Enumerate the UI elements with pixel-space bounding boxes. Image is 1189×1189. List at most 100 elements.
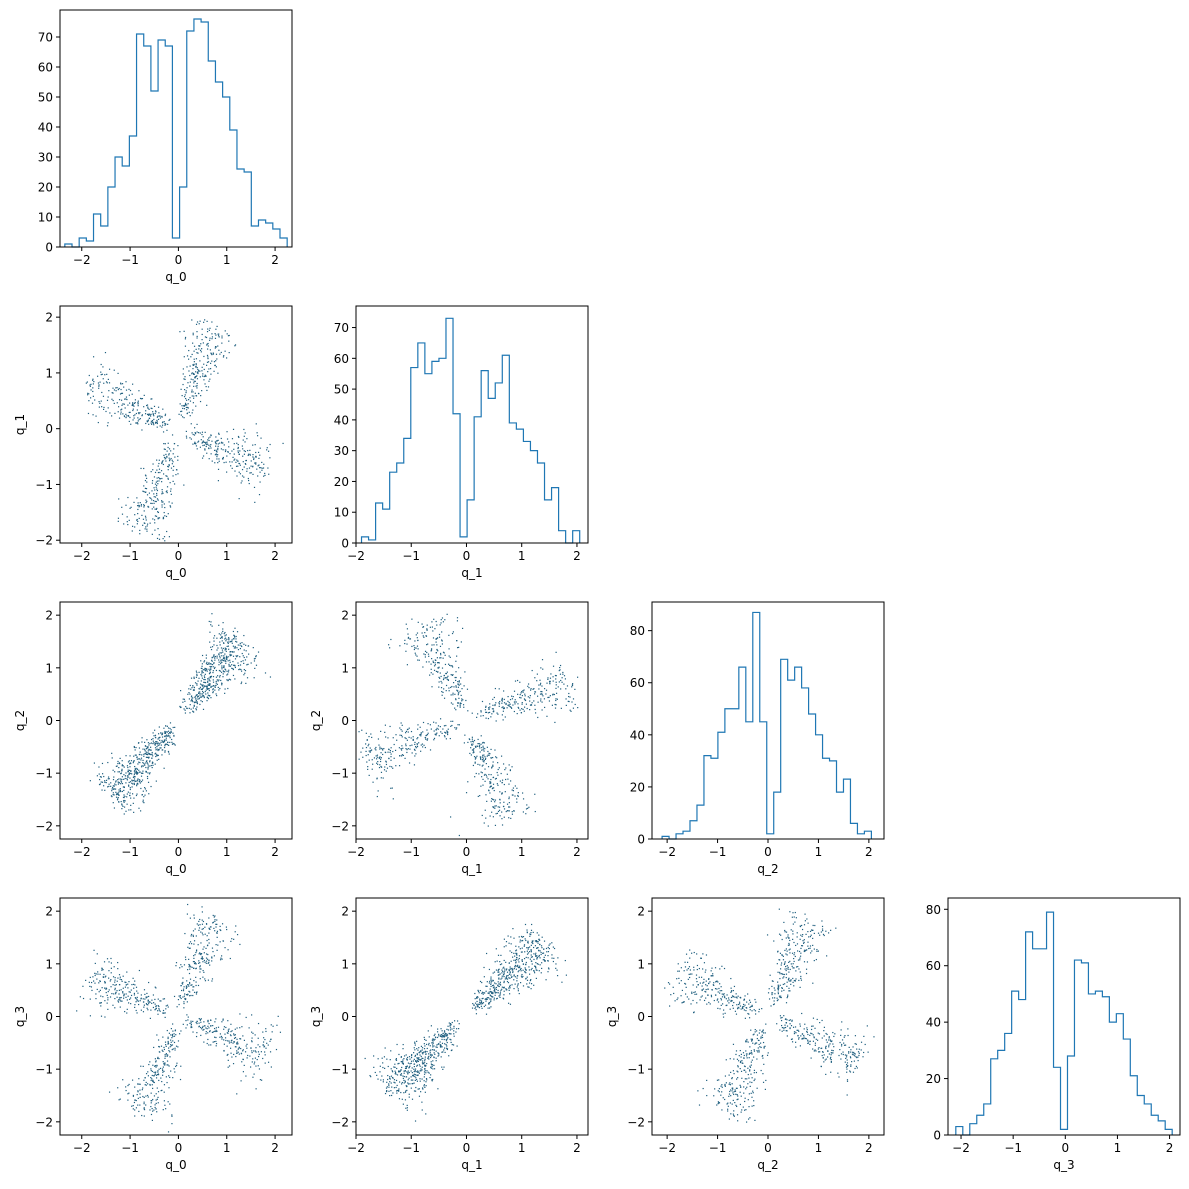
scatter-point (507, 1002, 510, 1004)
scatter-point (182, 981, 184, 984)
scatter-point (389, 751, 391, 753)
scatter-point (199, 432, 201, 434)
scatter-point (417, 621, 419, 623)
scatter-point (187, 403, 189, 405)
scatter-point (455, 685, 457, 687)
scatter-point (446, 678, 448, 680)
scatter-point (251, 1050, 253, 1052)
scatter-point (157, 1004, 159, 1007)
scatter-point (120, 996, 122, 999)
scatter-point (181, 405, 183, 407)
scatter-point (193, 955, 195, 957)
scatter-point (435, 641, 437, 643)
scatter-point (169, 1056, 171, 1058)
scatter-point (514, 795, 516, 797)
scatter-point (451, 666, 454, 668)
scatter-point (122, 786, 124, 788)
scatter-point (173, 743, 175, 745)
scatter-point (182, 405, 185, 407)
scatter-point (196, 385, 198, 387)
scatter-point (378, 757, 380, 759)
scatter-point (154, 508, 156, 510)
scatter-point (219, 929, 221, 931)
scatter-point (113, 402, 115, 405)
scatter-point (218, 336, 220, 338)
scatter-point (379, 758, 382, 760)
scatter-point (227, 680, 229, 682)
scatter-point (529, 958, 531, 960)
scatter-point (226, 674, 228, 676)
scatter-point (397, 1063, 399, 1065)
scatter-point (465, 699, 467, 702)
scatter-point (218, 676, 221, 678)
scatter-point (519, 709, 521, 711)
scatter-point (214, 689, 216, 691)
scatter-point (142, 765, 144, 767)
scatter-point (151, 1119, 153, 1121)
scatter-point (511, 967, 513, 970)
scatter-point (497, 971, 499, 973)
scatter-point (205, 443, 207, 445)
scatter-point (127, 404, 129, 406)
scatter-point (161, 481, 163, 483)
scatter-point (426, 644, 428, 646)
x-tick-label: 2 (271, 549, 279, 563)
scatter-point (205, 668, 207, 670)
scatter-point (157, 754, 159, 757)
scatter-point (191, 1026, 193, 1028)
scatter-point (194, 441, 196, 443)
scatter-point (217, 372, 219, 374)
scatter-point (158, 468, 161, 470)
scatter-point (519, 941, 521, 943)
scatter-point (517, 693, 519, 695)
scatter-point (99, 973, 101, 975)
scatter-point (193, 986, 195, 988)
scatter-point (184, 997, 186, 1000)
scatter-point (120, 1000, 122, 1002)
scatter-point (94, 974, 96, 977)
scatter-point (369, 747, 371, 749)
scatter-point (234, 1046, 237, 1048)
scatter-point (492, 764, 494, 766)
scatter-point (534, 677, 536, 679)
scatter-point (220, 634, 222, 636)
scatter-point (412, 739, 414, 741)
scatter-point (485, 817, 487, 819)
scatter-point (134, 984, 136, 986)
scatter-point (441, 690, 443, 693)
scatter-point (422, 1051, 424, 1054)
scatter-point (157, 754, 159, 757)
scatter-point (488, 991, 490, 993)
scatter-point (398, 747, 400, 749)
scatter-point (188, 692, 190, 694)
scatter-point (190, 935, 192, 937)
scatter-point (193, 361, 195, 363)
scatter-point (541, 693, 543, 696)
scatter-point (200, 1021, 202, 1023)
scatter-point (482, 997, 484, 1000)
scatter-point (498, 983, 500, 985)
scatter-point (224, 635, 226, 637)
scatter-point (507, 935, 509, 937)
scatter-point (237, 655, 239, 657)
scatter-point (183, 1002, 185, 1005)
scatter-point (133, 1101, 136, 1104)
scatter-point (264, 1054, 266, 1056)
scatter-point (178, 413, 180, 415)
scatter-point (535, 955, 537, 957)
scatter-point (146, 760, 148, 762)
scatter-point (215, 680, 217, 683)
scatter-point (436, 732, 438, 734)
scatter-point (512, 790, 515, 792)
scatter-point (429, 674, 431, 676)
scatter-point (220, 929, 222, 932)
y-tick-label: 40 (630, 728, 645, 742)
scatter-point (415, 1061, 418, 1063)
scatter-point (175, 1064, 178, 1066)
scatter-point (511, 707, 513, 709)
scatter-point (492, 987, 495, 989)
scatter-point (501, 818, 503, 820)
scatter-point (159, 471, 161, 474)
scatter-point (190, 391, 193, 393)
scatter-point (553, 693, 555, 696)
